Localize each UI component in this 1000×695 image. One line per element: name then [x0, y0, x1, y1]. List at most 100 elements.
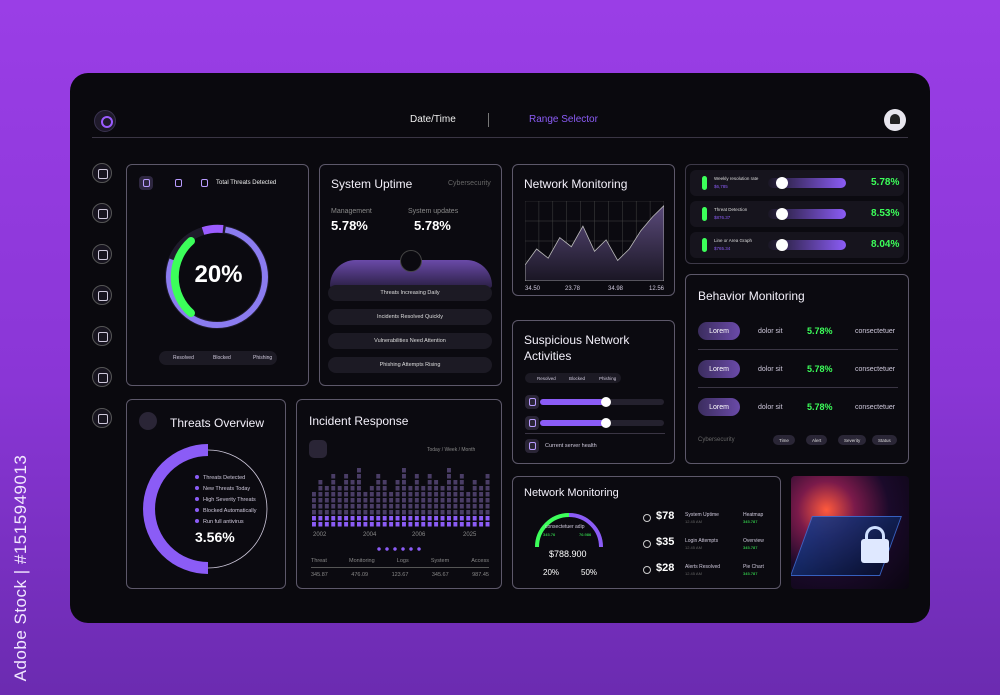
rate-slider[interactable]: [768, 177, 846, 189]
sidebar-network-icon[interactable]: [92, 326, 112, 346]
uptime-title: System Uptime: [331, 177, 413, 191]
incident-bar-segment: [350, 486, 355, 491]
incident-bar-segment: [479, 522, 484, 527]
date-time-selector[interactable]: Date/Time: [410, 114, 456, 125]
row-text: consectetuer: [855, 328, 896, 335]
shield-icon[interactable]: [171, 176, 185, 190]
year-tick: 2025: [463, 532, 477, 538]
incident-bar-segment: [479, 498, 484, 503]
incident-bar-segment: [440, 522, 445, 527]
row-divider: [698, 349, 898, 350]
item-radio[interactable]: [643, 540, 651, 548]
uptime-category: Cybersecurity: [448, 180, 491, 187]
incident-bar-segment: [357, 504, 361, 509]
incident-bar-segment: [466, 510, 471, 515]
incident-bar-segment: [324, 486, 329, 491]
incident-bar-segment: [363, 522, 368, 527]
item-radio[interactable]: [643, 514, 651, 522]
sidebar-shield-icon[interactable]: [92, 203, 112, 223]
slider-knob[interactable]: [776, 177, 788, 189]
uptime-item[interactable]: Threats Increasing Daily: [328, 285, 492, 301]
tag-time[interactable]: Time: [773, 435, 795, 445]
rate-name: Weekly resolution rate: [714, 176, 759, 181]
behavior-title: Behavior Monitoring: [698, 289, 805, 303]
incident-bar-segment: [363, 510, 368, 515]
overview-item: High Severity Threats: [195, 497, 257, 503]
search-icon[interactable]: [197, 176, 211, 190]
incident-bar-segment: [421, 498, 426, 503]
incident-bar-segment: [395, 480, 400, 485]
incident-bar-segment: [453, 504, 458, 509]
overview-item: New Threats Today: [195, 486, 257, 492]
uptime-item[interactable]: Phishing Attempts Rising: [328, 357, 492, 373]
tag-status[interactable]: Status: [872, 435, 897, 445]
uptime-item[interactable]: Incidents Resolved Quickly: [328, 309, 492, 325]
incident-bar-segment: [434, 486, 439, 491]
incident-bar-segment: [459, 522, 464, 527]
lorem-button[interactable]: Lorem: [698, 360, 740, 378]
suspicious-title: Suspicious Network Activities: [524, 333, 630, 363]
incident-bar-segment: [472, 516, 477, 521]
slider-knob[interactable]: [776, 239, 788, 251]
gauge-arc-primary: [166, 226, 268, 328]
incident-bar-segment: [312, 492, 316, 497]
behavior-monitoring-card: Behavior Monitoring Lorem dolor sit 5.78…: [685, 274, 909, 464]
incident-bar-segment: [376, 480, 381, 485]
server-icon: [525, 439, 539, 453]
rate-slider[interactable]: [768, 208, 846, 220]
incident-bar-segment: [414, 492, 419, 497]
semicircle-gauge: [535, 513, 603, 548]
gauge-right: 76.986: [579, 532, 592, 537]
x-tick: 12.56: [649, 286, 665, 292]
sidebar-settings-icon[interactable]: [92, 408, 112, 428]
item-label: Heatmap: [743, 512, 764, 518]
sidebar-home-icon[interactable]: [92, 163, 112, 183]
incident-bar-segment: [337, 486, 342, 491]
incident-bar-segment: [427, 504, 432, 509]
incident-bar-segment: [331, 498, 336, 503]
sidebar-bug-icon[interactable]: [92, 285, 112, 305]
incident-bar-segment: [369, 510, 374, 515]
bug-icon: [139, 412, 157, 430]
network-title: Network Monitoring: [524, 177, 628, 191]
tag-alert[interactable]: Alert: [806, 435, 828, 445]
play-icon[interactable]: [601, 397, 611, 407]
incident-bar-segment: [389, 504, 394, 509]
incident-bar-segment: [427, 516, 432, 521]
incident-bar-segment: [376, 516, 381, 521]
item-radio[interactable]: [643, 566, 651, 574]
threats-overview-card: Threats Overview Threats Detected New Th…: [126, 399, 286, 589]
incident-bar-segment: [414, 498, 419, 503]
slider-knob[interactable]: [776, 208, 788, 220]
incident-legend: Today / Week / Month: [427, 447, 476, 453]
lock-icon[interactable]: [139, 176, 153, 190]
sidebar-calendar-icon[interactable]: [92, 244, 112, 264]
incident-bar-segment: [485, 498, 490, 503]
rate-slider[interactable]: [768, 239, 846, 251]
tag-severity[interactable]: Severity: [838, 435, 867, 445]
incident-bar-segment: [376, 492, 381, 497]
incident-bar-segment: [376, 522, 381, 527]
threat-gauge: [165, 224, 269, 329]
uptime-item[interactable]: Vulnerabilities Need Attention: [328, 333, 492, 349]
incident-bar-segment: [434, 510, 439, 515]
padlock-icon: [861, 539, 889, 563]
range-selector[interactable]: Range Selector: [529, 114, 598, 125]
incident-bar-segment: [447, 510, 451, 515]
incident-bar-segment: [485, 486, 490, 491]
col-value: 345.67: [431, 572, 449, 578]
incident-bar-segment: [350, 492, 355, 497]
sidebar-alert-icon[interactable]: [92, 367, 112, 387]
incident-bar-segment: [331, 480, 336, 485]
notification-bell-icon[interactable]: [884, 109, 906, 131]
incident-bar-segment: [485, 516, 490, 521]
lorem-button[interactable]: Lorem: [698, 322, 740, 340]
row-text: dolor sit: [758, 366, 783, 373]
incident-bar-segment: [472, 504, 477, 509]
pager-dots[interactable]: [375, 547, 421, 551]
incident-bar-segment: [344, 486, 349, 491]
incident-bar-segment: [344, 498, 349, 503]
incident-bar-segment: [389, 498, 394, 503]
lorem-button[interactable]: Lorem: [698, 398, 740, 416]
play-icon[interactable]: [601, 418, 611, 428]
